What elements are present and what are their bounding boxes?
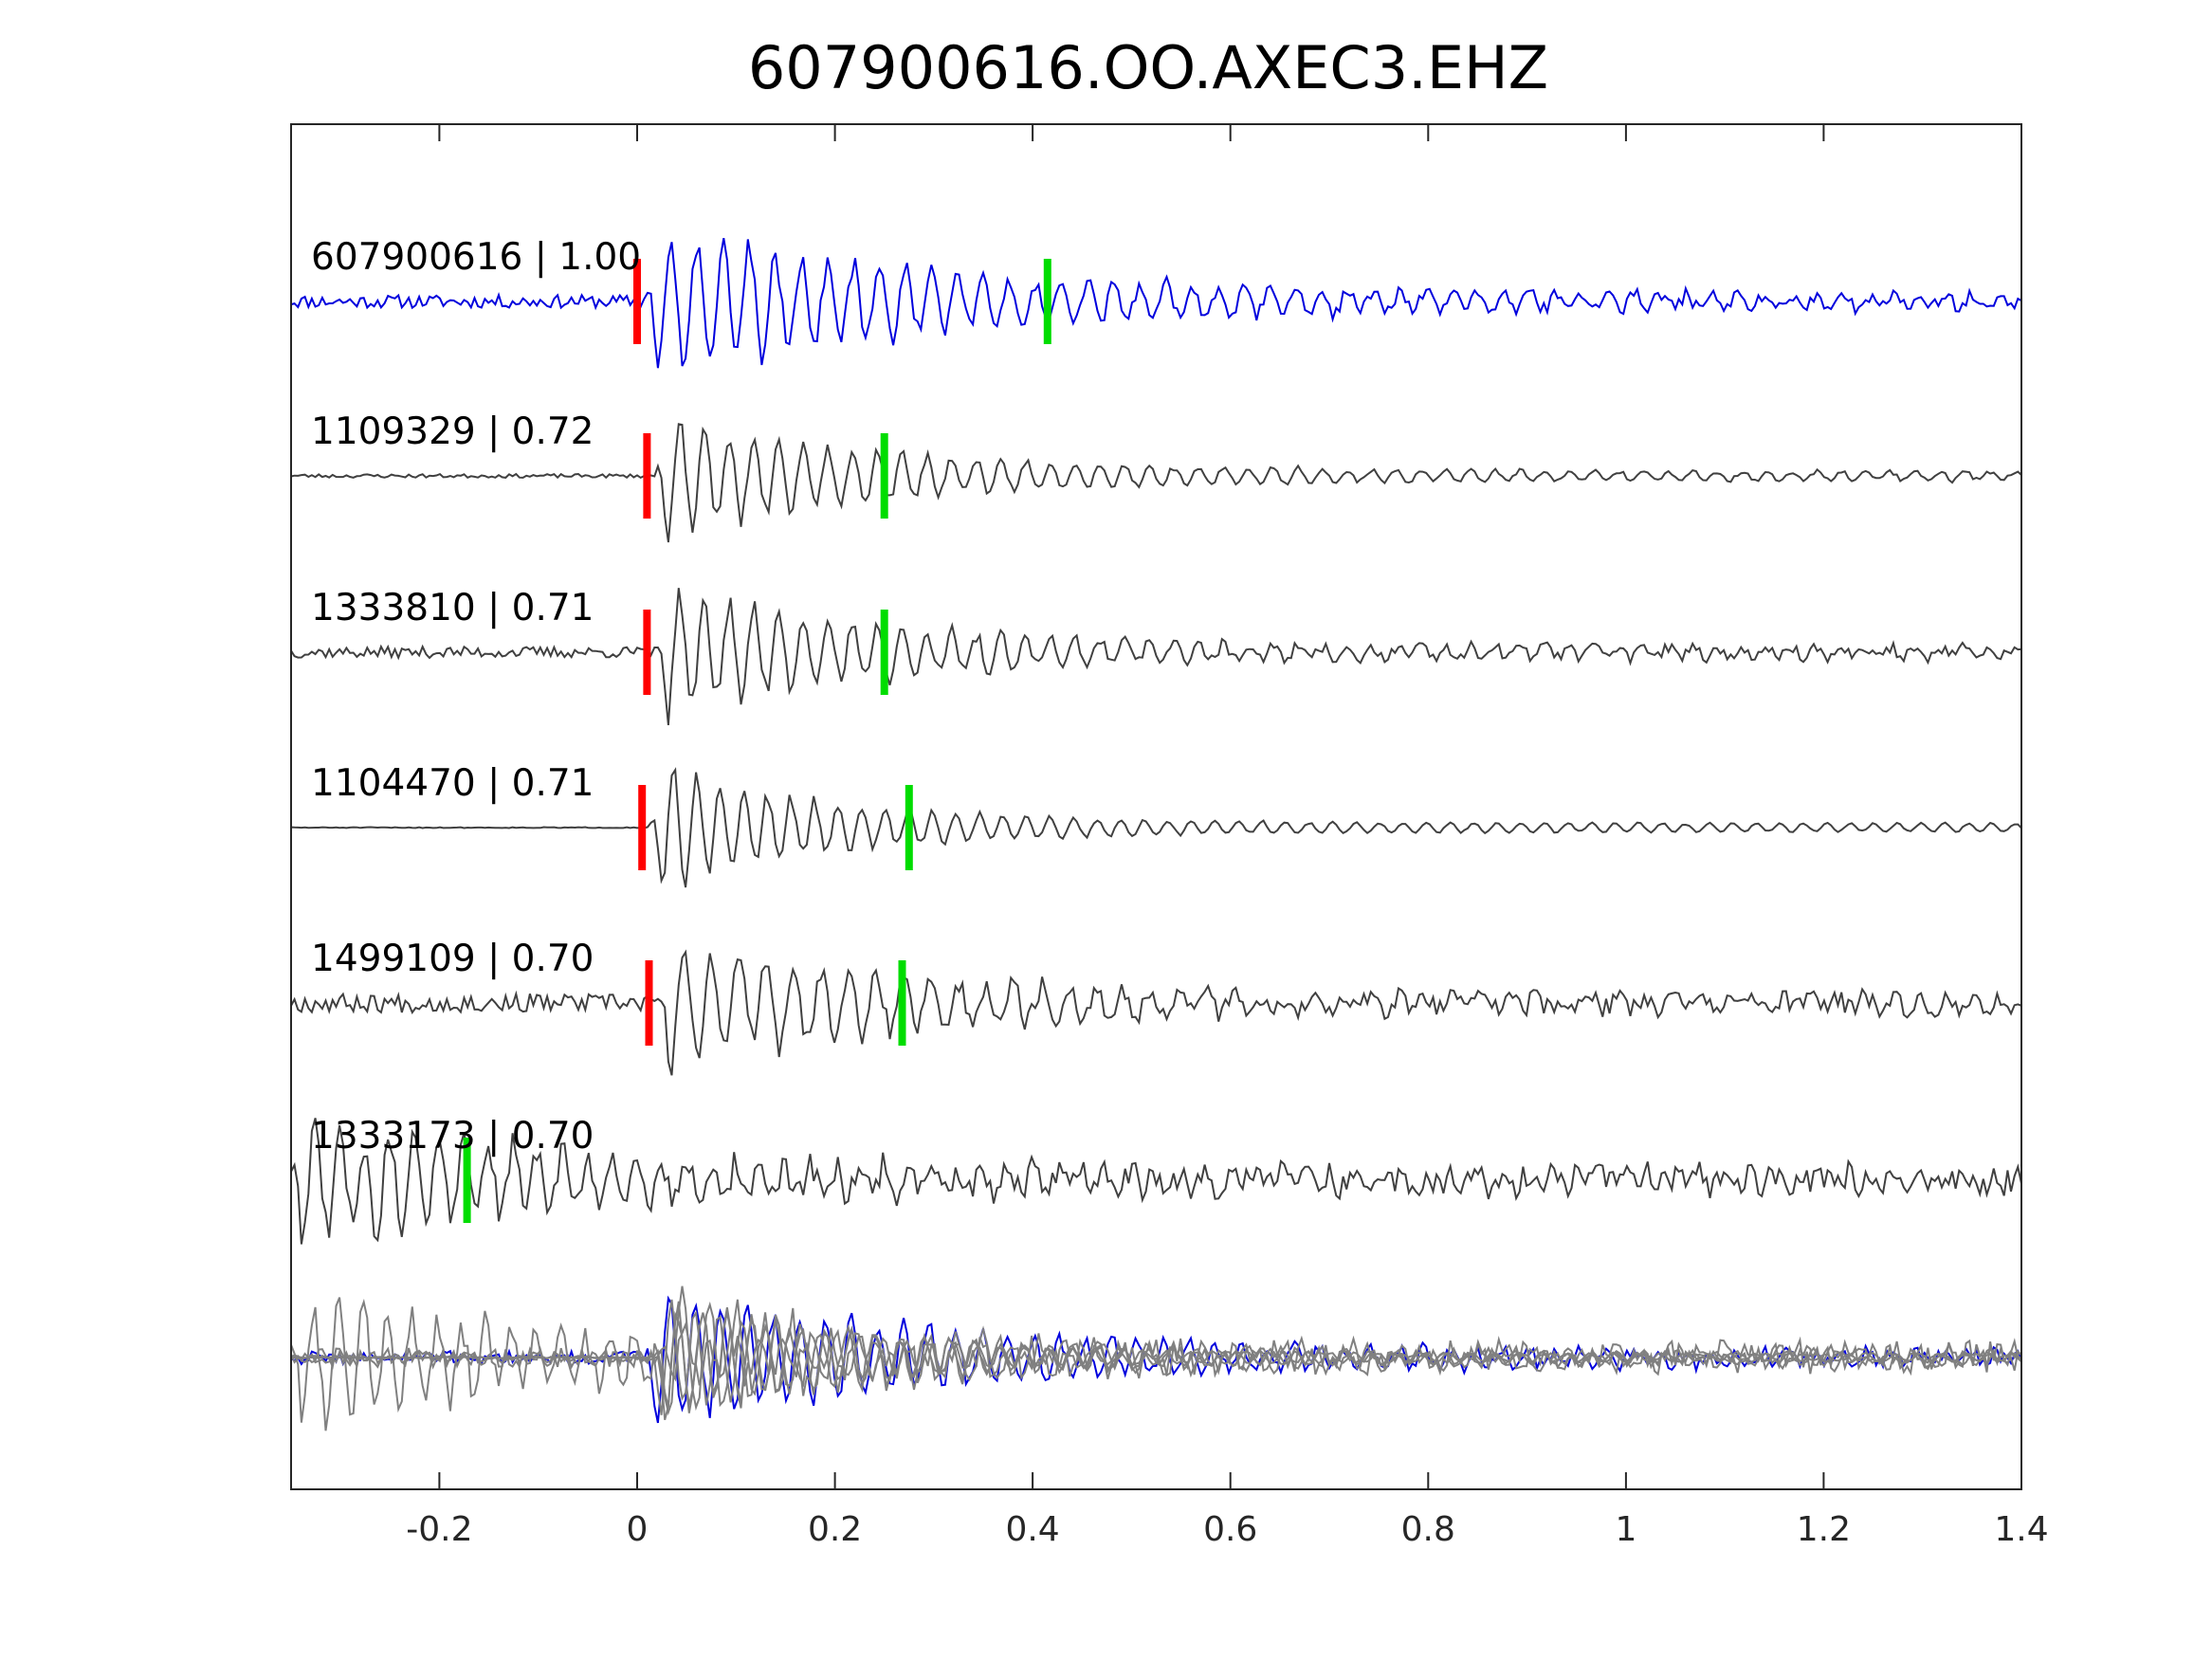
x-tick-label: 0.2 — [808, 1510, 862, 1549]
trace-label-1104470: 1104470 | 0.71 — [311, 762, 594, 805]
waveform-1104470 — [290, 767, 2022, 888]
chart-title: 607900616.OO.AXEC3.EHZ — [748, 33, 1548, 102]
x-tick-label: -0.2 — [406, 1510, 472, 1549]
x-tick-label: 0.4 — [1005, 1510, 1059, 1549]
trace-label-1499109: 1499109 | 0.70 — [311, 938, 594, 980]
x-tick-label: 0.6 — [1203, 1510, 1257, 1549]
waveform-1333810 — [290, 588, 2022, 725]
x-tick-label: 0.8 — [1401, 1510, 1455, 1549]
trace-label-1333173: 1333173 | 0.70 — [311, 1115, 594, 1158]
overlay-waveform-1333173 — [290, 1297, 2022, 1431]
waveform-1333173 — [290, 1118, 2022, 1245]
overlay-waveform-1499109 — [290, 1285, 2022, 1416]
trace-labels-layer: 607900616 | 1.00 1109329 | 0.72 1333810 | … — [311, 236, 641, 1158]
x-axis: -0.2 0 0.2 0.4 0.6 0.8 1 1.2 1.4 — [406, 124, 2049, 1549]
trace-label-1109329: 1109329 | 0.72 — [311, 410, 594, 453]
trace-label-607900616: 607900616 | 1.00 — [311, 236, 641, 279]
overlay-stack — [290, 1285, 2022, 1431]
x-tick-label: 0 — [627, 1510, 649, 1549]
x-tick-label: 1 — [1615, 1510, 1636, 1549]
x-tick-label: 1.2 — [1797, 1510, 1851, 1549]
phase-picks-layer — [463, 259, 1051, 1223]
waveform-607900616 — [290, 238, 2022, 369]
axes-frame — [290, 123, 2022, 1490]
waveform-1499109 — [290, 949, 2022, 1076]
waveform-1109329 — [290, 423, 2022, 543]
traces-layer — [290, 238, 2022, 1245]
trace-label-1333810: 1333810 | 0.71 — [311, 587, 594, 629]
x-tick-label: 1.4 — [1994, 1510, 2048, 1549]
